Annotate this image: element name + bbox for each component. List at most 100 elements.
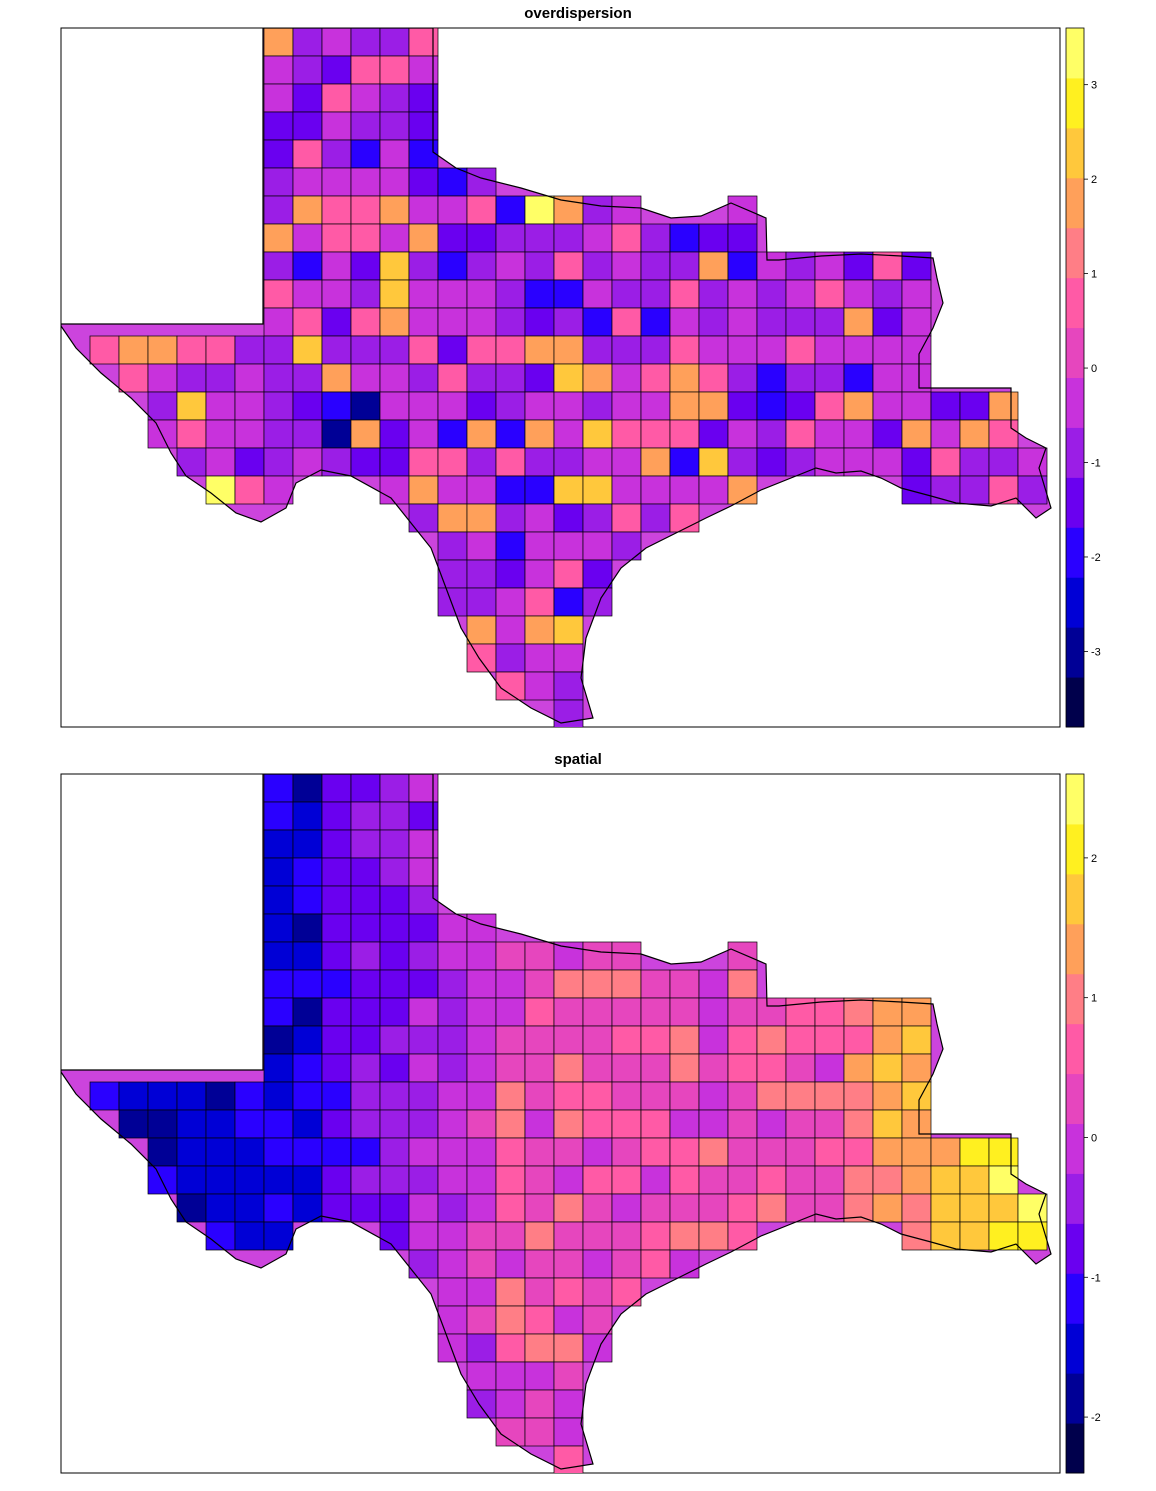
county-region (669, 1165, 700, 1195)
county-region (843, 307, 874, 337)
county-region (785, 279, 816, 309)
county-region (553, 447, 584, 477)
county-region (669, 1137, 700, 1167)
county-region (756, 1137, 787, 1167)
county-region (727, 419, 758, 449)
county-region (350, 307, 381, 337)
county-region (379, 969, 410, 999)
county-region (611, 1221, 642, 1251)
county-region (495, 307, 526, 337)
county-region (553, 969, 584, 999)
county-region (1017, 1193, 1048, 1223)
county-region (437, 1277, 468, 1307)
county-region (466, 1137, 497, 1167)
legend-tick-label: -2 (1091, 1412, 1101, 1424)
county-region (437, 391, 468, 421)
county-region (408, 1137, 439, 1167)
county-region (437, 1081, 468, 1111)
county-region (321, 1137, 352, 1167)
county-region (147, 391, 178, 421)
county-region (408, 1249, 439, 1279)
county-region (263, 475, 294, 505)
county-region (466, 447, 497, 477)
legend-swatch (1066, 177, 1084, 229)
county-region (321, 801, 352, 831)
county-region (582, 447, 613, 477)
county-region (524, 1249, 555, 1279)
county-region (582, 391, 613, 421)
legend-swatch (1066, 923, 1084, 975)
county-region (292, 969, 323, 999)
county-region (205, 363, 236, 393)
county-region (785, 1109, 816, 1139)
county-region (437, 503, 468, 533)
county-region (321, 829, 352, 859)
county-region (437, 167, 468, 197)
county-region (321, 391, 352, 421)
county-region (785, 251, 816, 281)
county-region (727, 1025, 758, 1055)
county-region (524, 531, 555, 561)
county-region (611, 1109, 642, 1139)
county-region (292, 223, 323, 253)
county-region (669, 1081, 700, 1111)
county-region (350, 1081, 381, 1111)
legend-swatch (1066, 127, 1084, 179)
county-region (234, 391, 265, 421)
county-region (292, 941, 323, 971)
county-region (582, 941, 613, 971)
county-region (727, 1165, 758, 1195)
county-region (379, 195, 410, 225)
county-region (553, 1333, 584, 1363)
county-region (959, 447, 990, 477)
county-region (727, 251, 758, 281)
county-region (756, 279, 787, 309)
county-region (524, 1053, 555, 1083)
county-region (408, 997, 439, 1027)
county-region (263, 28, 294, 57)
county-region (408, 503, 439, 533)
county-region (408, 55, 439, 85)
county-region (263, 111, 294, 141)
county-region (292, 307, 323, 337)
county-region (901, 363, 932, 393)
county-region (321, 55, 352, 85)
county-region (959, 1165, 990, 1195)
county-region (611, 941, 642, 971)
county-region (350, 447, 381, 477)
county-region (640, 251, 671, 281)
county-region (756, 335, 787, 365)
county-region (234, 363, 265, 393)
county-region (669, 1193, 700, 1223)
county-region (727, 1109, 758, 1139)
county-region (176, 447, 207, 477)
legend-swatch (1066, 28, 1084, 79)
county-region (988, 1193, 1019, 1223)
county-region (466, 251, 497, 281)
county-region (727, 335, 758, 365)
county-region (437, 1109, 468, 1139)
county-region (437, 1333, 468, 1363)
county-region (814, 419, 845, 449)
county-region (727, 1053, 758, 1083)
county-region (640, 447, 671, 477)
county-region (321, 941, 352, 971)
county-region (495, 1221, 526, 1251)
county-region (292, 83, 323, 113)
county-region (495, 503, 526, 533)
county-region (988, 1221, 1019, 1251)
county-region (379, 774, 410, 803)
county-region (756, 419, 787, 449)
county-region (582, 1109, 613, 1139)
state-boundary (61, 28, 1052, 724)
county-region (466, 1025, 497, 1055)
county-region (263, 391, 294, 421)
county-region (263, 447, 294, 477)
legend-swatch (1066, 77, 1084, 129)
county-region (205, 1165, 236, 1195)
county-region (437, 223, 468, 253)
county-region (669, 997, 700, 1027)
county-region (901, 279, 932, 309)
county-region (756, 251, 787, 281)
county-region (321, 363, 352, 393)
